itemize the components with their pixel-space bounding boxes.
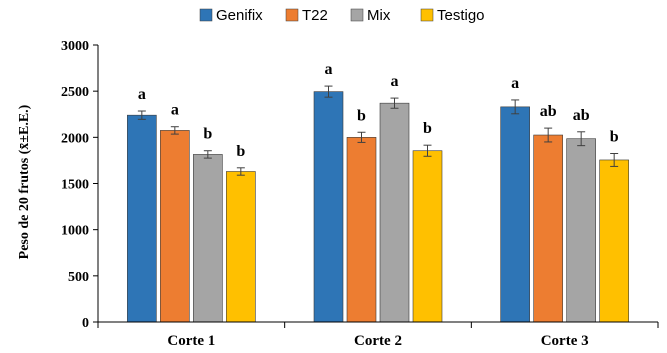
y-axis-label: Peso de 20 frutos (x̄±E.E.): [17, 104, 32, 259]
legend-label-t22: T22: [302, 7, 328, 24]
significance-label: ab: [540, 103, 557, 120]
legend-label-genifix: Genifix: [216, 7, 263, 24]
bar-mix-3: [566, 138, 596, 323]
y-tick-label: 2500: [61, 85, 89, 100]
legend: Genifix T22 Mix Testigo: [199, 7, 485, 24]
y-tick-label: 3000: [61, 39, 89, 54]
significance-label: a: [138, 86, 146, 103]
legend-swatch-genifix: [199, 8, 213, 22]
x-category-label: Corte 2: [354, 333, 402, 349]
significance-label: b: [236, 143, 245, 160]
significance-label: b: [357, 107, 366, 124]
bar-mix-2: [379, 102, 410, 323]
bar-t22-2: [346, 137, 377, 323]
bar-t22-1: [160, 130, 190, 323]
x-axis: Corte 1 Corte 2 Corte 3: [97, 321, 659, 349]
legend-label-testigo: Testigo: [437, 7, 485, 24]
x-category-label: Corte 1: [167, 333, 215, 349]
significance-label: b: [203, 126, 212, 143]
y-tick-label: 500: [68, 270, 89, 285]
y-axis: 0 500 1000 1500 2000 2500 3000: [61, 39, 99, 331]
significance-label: a: [325, 61, 333, 78]
legend-swatch-mix: [350, 8, 364, 22]
legend-swatch-t22: [285, 8, 299, 22]
bar-testigo-3: [599, 159, 629, 323]
x-category-label: Corte 3: [541, 333, 589, 349]
bar-testigo-1: [226, 171, 256, 323]
significance-label: a: [391, 73, 399, 90]
significance-label: ab: [573, 107, 590, 124]
significance-label: b: [610, 128, 619, 145]
legend-swatch-testigo: [420, 8, 434, 22]
y-tick-label: 2000: [61, 131, 89, 146]
bar-t22-3: [533, 134, 563, 323]
y-tick-label: 1000: [61, 224, 89, 239]
significance-label: b: [423, 120, 432, 137]
bar-genifix-2: [313, 91, 344, 323]
y-tick-label: 1500: [61, 178, 89, 193]
significance-label: a: [171, 102, 179, 119]
legend-label-mix: Mix: [367, 7, 391, 24]
bar-genifix-3: [500, 106, 530, 323]
bar-genifix-1: [127, 114, 157, 323]
bar-testigo-2: [412, 150, 443, 323]
y-tick-label: 0: [82, 316, 89, 331]
bar-mix-1: [193, 154, 223, 323]
significance-label: a: [511, 75, 519, 92]
